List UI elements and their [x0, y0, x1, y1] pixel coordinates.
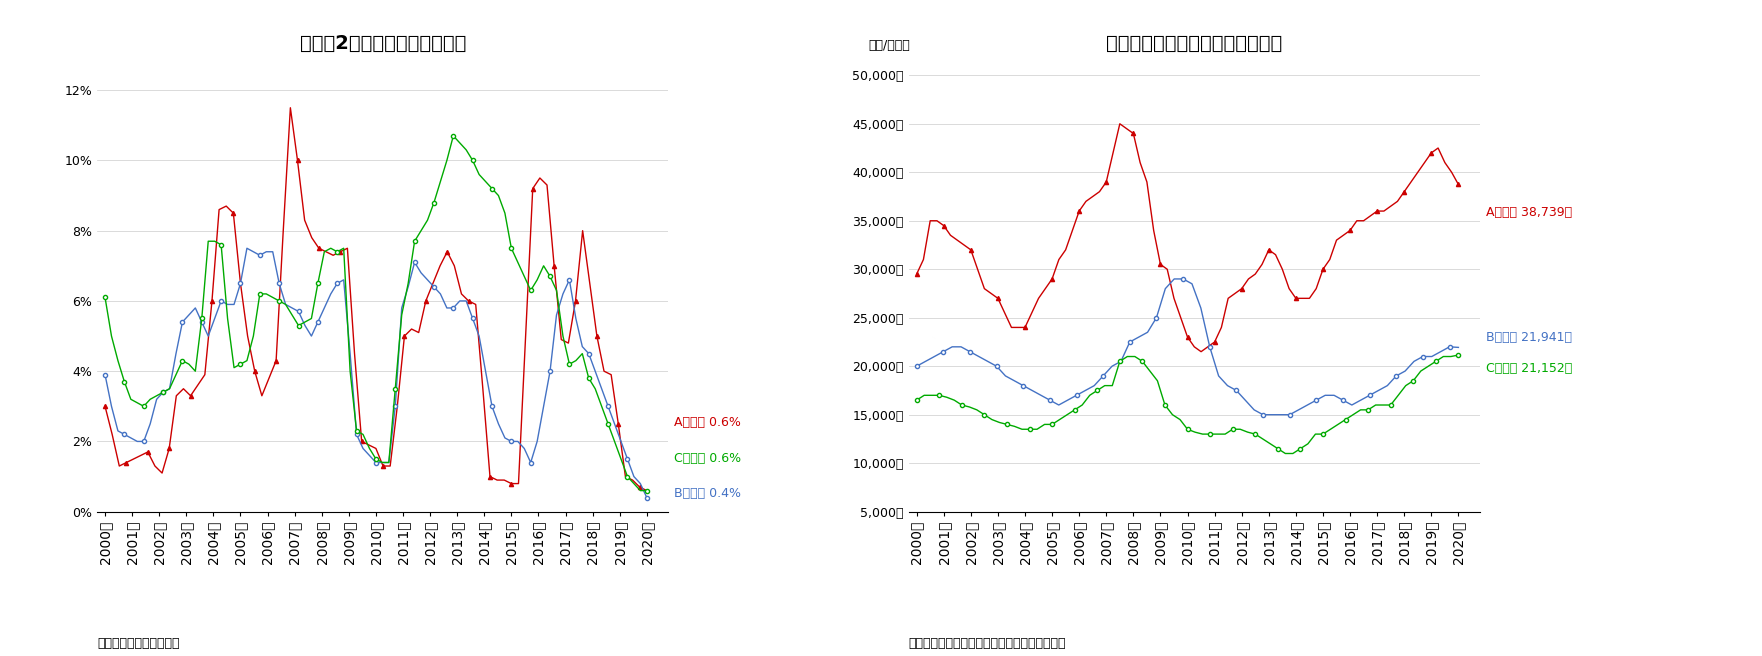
- Text: （円/月坪）: （円/月坪）: [869, 39, 911, 52]
- Text: （出所）三幸エステート・ニッセイ基礎研究所: （出所）三幸エステート・ニッセイ基礎研究所: [909, 636, 1066, 649]
- Text: （出所）三幸エステート: （出所）三幸エステート: [97, 636, 180, 649]
- Text: Bクラス 0.4%: Bクラス 0.4%: [675, 487, 742, 501]
- Text: Cクラス 21,152円: Cクラス 21,152円: [1485, 362, 1572, 375]
- Title: 図表－３　東京都心部の成約賃料: 図表－３ 東京都心部の成約賃料: [1107, 34, 1283, 53]
- Text: Cクラス 0.6%: Cクラス 0.6%: [675, 451, 742, 464]
- Text: Bクラス 21,941円: Bクラス 21,941円: [1485, 331, 1572, 344]
- Text: Aクラス 38,739円: Aクラス 38,739円: [1485, 206, 1572, 219]
- Title: 図表－2　東京都心部の空室率: 図表－2 東京都心部の空室率: [300, 34, 465, 53]
- Text: Aクラス 0.6%: Aクラス 0.6%: [675, 416, 742, 429]
